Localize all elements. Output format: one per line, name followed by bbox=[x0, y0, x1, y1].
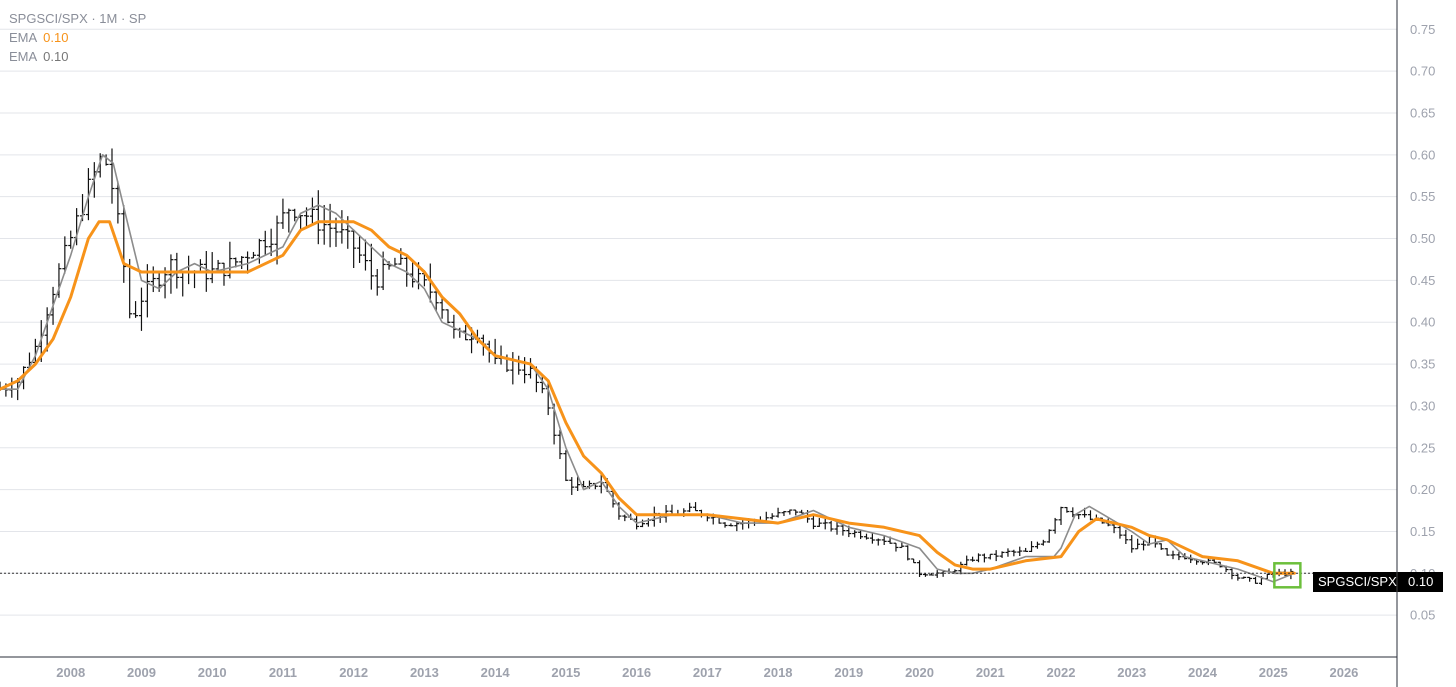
x-tick-label: 2011 bbox=[269, 665, 297, 680]
price-tag-value: 0.10 bbox=[1408, 574, 1433, 589]
legend-ema-slow-label: EMA bbox=[9, 30, 38, 45]
y-tick-label: 0.25 bbox=[1410, 440, 1435, 455]
y-tick-label: 0.50 bbox=[1410, 231, 1435, 246]
ema-slow-line bbox=[0, 220, 1296, 575]
x-tick-label: 2013 bbox=[410, 665, 439, 680]
axes bbox=[0, 0, 1398, 687]
legend-ema-slow-value: 0.10 bbox=[43, 30, 69, 45]
x-tick-label: 2014 bbox=[481, 665, 511, 680]
x-tick-label: 2018 bbox=[764, 665, 793, 680]
legend-title: SPGSCI/SPX · 1M · SP bbox=[9, 11, 147, 26]
y-tick-label: 0.70 bbox=[1410, 64, 1435, 79]
y-tick-label: 0.35 bbox=[1410, 357, 1435, 372]
x-tick-label: 2024 bbox=[1188, 665, 1218, 680]
x-tick-label: 2009 bbox=[127, 665, 156, 680]
y-tick-label: 0.45 bbox=[1410, 273, 1435, 288]
x-tick-label: 2019 bbox=[834, 665, 863, 680]
x-axis-ticks: 2008 2009 2010 2011 2012 2013 2014 2015 2016 2017… bbox=[56, 665, 1358, 680]
highlight-box bbox=[1273, 562, 1302, 589]
y-tick-label: 0.60 bbox=[1410, 147, 1435, 162]
x-tick-label: 2017 bbox=[693, 665, 722, 680]
y-tick-label: 0.20 bbox=[1410, 482, 1435, 497]
x-tick-label: 2020 bbox=[905, 665, 934, 680]
grid-lines bbox=[0, 28, 1397, 616]
legend-ema-fast: EMA 0.10 bbox=[9, 47, 146, 66]
x-tick-label: 2016 bbox=[622, 665, 651, 680]
y-tick-label: 0.75 bbox=[1410, 22, 1435, 37]
y-tick-label: 0.05 bbox=[1410, 608, 1435, 623]
chart-legend: SPGSCI/SPX · 1M · SP EMA 0.10 EMA 0.10 bbox=[9, 9, 146, 66]
y-axis-ticks: 0.05 0.10 0.15 0.20 0.25 0.30 0.35 0.40 0.45 0.50… bbox=[1410, 22, 1435, 623]
ema-fast-line bbox=[0, 154, 1296, 583]
x-tick-label: 2021 bbox=[976, 665, 1005, 680]
y-tick-label: 0.15 bbox=[1410, 524, 1435, 539]
price-tag: SPGSCI/SPX 0.10 bbox=[1313, 572, 1443, 592]
legend-ema-fast-value: 0.10 bbox=[43, 49, 69, 64]
x-tick-label: 2022 bbox=[1047, 665, 1076, 680]
y-tick-label: 0.55 bbox=[1410, 189, 1435, 204]
legend-ema-slow: EMA 0.10 bbox=[9, 28, 146, 47]
legend-ema-fast-label: EMA bbox=[9, 49, 38, 64]
x-tick-label: 2025 bbox=[1259, 665, 1288, 680]
y-tick-label: 0.65 bbox=[1410, 105, 1435, 120]
x-tick-label: 2012 bbox=[339, 665, 368, 680]
y-tick-label: 0.30 bbox=[1410, 398, 1435, 413]
x-tick-label: 2010 bbox=[198, 665, 227, 680]
price-tag-symbol: SPGSCI/SPX bbox=[1318, 574, 1397, 589]
y-tick-label: 0.40 bbox=[1410, 315, 1435, 330]
x-tick-label: 2026 bbox=[1329, 665, 1358, 680]
ema-lines bbox=[0, 154, 1296, 583]
x-tick-label: 2008 bbox=[56, 665, 85, 680]
x-tick-label: 2023 bbox=[1117, 665, 1146, 680]
x-tick-label: 2015 bbox=[551, 665, 580, 680]
